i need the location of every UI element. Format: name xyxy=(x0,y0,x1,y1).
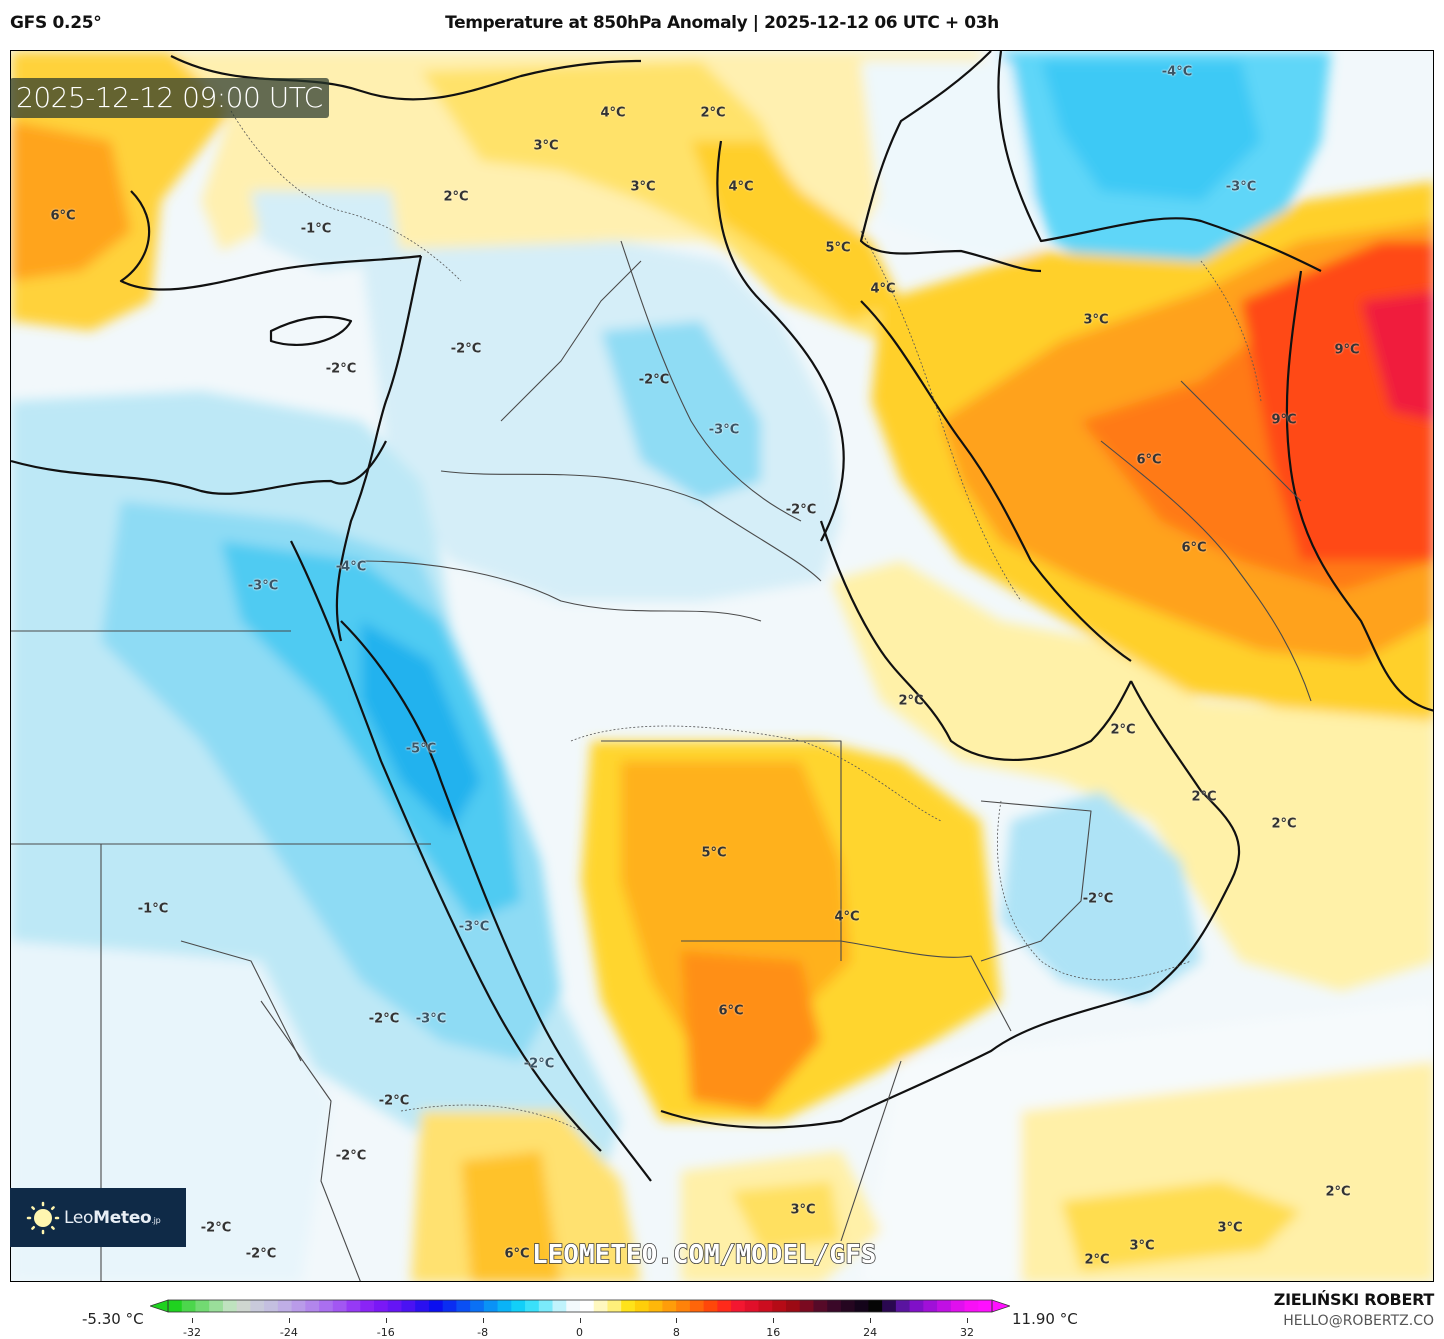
tick-label: 16 xyxy=(766,1326,781,1339)
contour-label: -2°C xyxy=(785,502,817,518)
contour-label: -3°C xyxy=(415,1011,447,1027)
contour-label: 2°C xyxy=(1325,1184,1351,1200)
contour-label: 2°C xyxy=(1110,722,1136,738)
contour-label: 9°C xyxy=(1271,412,1297,428)
contour-label: 6°C xyxy=(504,1246,530,1262)
sun-icon xyxy=(26,1201,60,1235)
colorbar-min-label: -5.30 °C xyxy=(82,1310,144,1328)
tick-mark xyxy=(192,1318,193,1323)
chart-title: Temperature at 850hPa Anomaly | 2025-12-… xyxy=(445,13,999,33)
contour-label: -4°C xyxy=(1161,64,1193,80)
contour-label: -4°C xyxy=(335,559,367,575)
contour-label: 3°C xyxy=(1129,1238,1155,1254)
contour-label: 6°C xyxy=(1181,540,1207,556)
contour-label: 3°C xyxy=(790,1202,816,1218)
tick-label: -8 xyxy=(477,1326,489,1339)
zero-contours xyxy=(230,110,1262,1132)
contour-label: 4°C xyxy=(600,105,626,121)
tick-label: -24 xyxy=(279,1326,298,1339)
colorbar xyxy=(150,1299,1010,1313)
contour-label: -3°C xyxy=(708,422,740,438)
logo-text: LeoMeteo.jp xyxy=(64,1207,161,1228)
contour-label: -1°C xyxy=(300,221,332,237)
tick-mark xyxy=(288,1318,290,1323)
contour-label: 3°C xyxy=(533,138,559,154)
contour-label: 6°C xyxy=(1136,452,1162,468)
contour-label: 2°C xyxy=(1271,816,1297,832)
tick-mark xyxy=(579,1318,581,1323)
contour-label: -2°C xyxy=(245,1246,277,1262)
tick-mark xyxy=(482,1318,484,1323)
tick-label: 32 xyxy=(960,1326,974,1339)
contour-label: 3°C xyxy=(1083,312,1109,328)
contour-label: 3°C xyxy=(1217,1220,1243,1236)
temperature-anomaly-map: 6°C -1°C 2°C 3°C 4°C 3°C 2°C 4°C 5°C 4°C -4°C -3°C 3… xyxy=(10,50,1434,1282)
tick-mark xyxy=(967,1318,968,1323)
contour-label: -2°C xyxy=(200,1220,232,1236)
contour-label: -2°C xyxy=(378,1093,410,1109)
tick-label: 24 xyxy=(863,1326,878,1339)
contour-label: -3°C xyxy=(458,919,490,935)
coastlines xyxy=(11,51,1433,1182)
contour-label: -3°C xyxy=(247,578,279,594)
site-watermark: LEOMETEO.COM/MODEL/GFS xyxy=(531,1239,877,1271)
contour-label: 5°C xyxy=(701,845,727,861)
contour-label: 6°C xyxy=(718,1003,744,1019)
tick-mark xyxy=(870,1318,872,1323)
tick-label: -32 xyxy=(183,1326,201,1339)
contour-label: -3°C xyxy=(1225,179,1257,195)
tick-mark xyxy=(676,1318,678,1323)
contour-label: -2°C xyxy=(368,1011,400,1027)
valid-time-badge: 2025-12-12 09:00 UTC xyxy=(10,78,329,118)
contour-label: -2°C xyxy=(638,372,670,388)
contour-label: -2°C xyxy=(1082,891,1114,907)
contour-label: 4°C xyxy=(870,281,896,297)
contour-label: 2°C xyxy=(443,189,469,205)
contour-label: 2°C xyxy=(898,693,924,709)
contour-label: 5°C xyxy=(825,240,851,256)
contour-label: -2°C xyxy=(335,1148,367,1164)
contour-label: 2°C xyxy=(700,105,726,121)
colorbar-ticks: -32 -24 -16 -8 0 8 16 24 32 xyxy=(0,1318,1444,1339)
contour-label: 4°C xyxy=(834,909,860,925)
contour-label: 4°C xyxy=(728,179,754,195)
contour-label: -5°C xyxy=(405,741,437,757)
author-email: HELLO@ROBERTZ.CO xyxy=(1283,1313,1434,1329)
contour-label: 2°C xyxy=(1191,789,1217,805)
borders xyxy=(11,240,1312,1281)
contour-label: -2°C xyxy=(523,1056,555,1072)
leometeo-logo[interactable]: LeoMeteo.jp xyxy=(10,1188,186,1247)
contour-label: 3°C xyxy=(630,179,656,195)
map-field xyxy=(11,51,1433,1281)
tick-mark xyxy=(773,1318,775,1323)
author-name: ZIELIŃSKI ROBERT xyxy=(1273,1290,1435,1309)
contour-label: -2°C xyxy=(325,361,357,377)
contour-label: 2°C xyxy=(1084,1252,1110,1268)
tick-label: -16 xyxy=(376,1326,395,1339)
contour-label: 9°C xyxy=(1334,342,1360,358)
model-name: GFS 0.25° xyxy=(10,13,102,33)
tick-label: 8 xyxy=(672,1326,680,1339)
tick-mark xyxy=(385,1318,387,1323)
contour-label: -1°C xyxy=(137,901,169,917)
colorbar-max-label: 11.90 °C xyxy=(1012,1310,1078,1328)
contour-label: 6°C xyxy=(50,208,76,224)
tick-label: 0 xyxy=(576,1326,583,1339)
contour-label: -2°C xyxy=(450,341,482,357)
